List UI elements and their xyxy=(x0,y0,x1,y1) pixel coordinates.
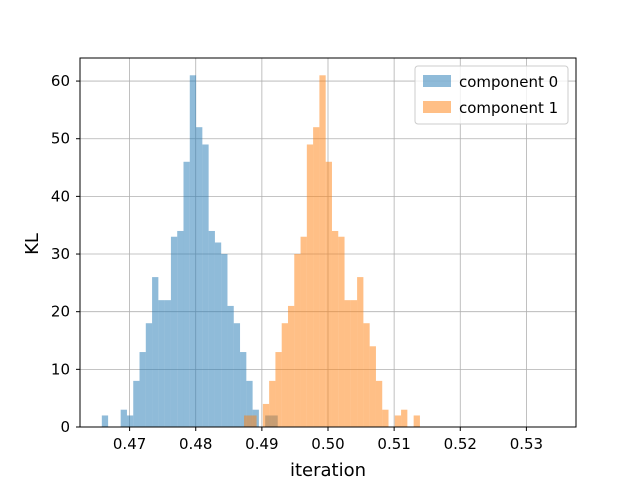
histogram-bar xyxy=(369,346,376,427)
histogram-bar xyxy=(244,415,251,427)
histogram-bar xyxy=(208,230,215,427)
histogram-bar xyxy=(344,300,351,427)
x-tick-label: 0.53 xyxy=(510,435,543,453)
histogram-bar xyxy=(170,236,178,427)
histogram-bar xyxy=(363,323,370,427)
legend-label-1: component 1 xyxy=(459,99,558,117)
histogram-bar xyxy=(413,415,420,427)
histogram-bar xyxy=(177,230,184,427)
x-tick-label: 0.47 xyxy=(113,435,146,453)
histogram-bar xyxy=(394,415,402,427)
histogram-bar xyxy=(145,323,153,427)
y-tick-label: 60 xyxy=(51,72,70,90)
y-tick-label: 20 xyxy=(51,303,70,321)
legend-box xyxy=(414,65,569,125)
y-tick-label: 40 xyxy=(51,187,70,205)
histogram-bar xyxy=(214,242,222,427)
histogram-bar xyxy=(382,409,389,427)
histogram-bar xyxy=(227,305,234,427)
histogram-bar xyxy=(164,300,171,427)
histogram-bar xyxy=(294,254,301,427)
histogram-bar xyxy=(240,352,247,427)
series-1-bars xyxy=(244,75,420,427)
histogram-bar xyxy=(375,380,383,427)
histogram-bar xyxy=(233,323,241,427)
legend-swatch-0 xyxy=(423,75,451,87)
legend: component 0 component 1 xyxy=(414,65,569,125)
histogram-bar xyxy=(101,415,109,427)
histogram-bar xyxy=(196,127,203,427)
y-tick-label: 50 xyxy=(51,130,70,148)
histogram-bar xyxy=(269,380,276,427)
histogram-bar xyxy=(300,236,307,427)
histogram-bar xyxy=(202,144,209,427)
legend-label-0: component 0 xyxy=(459,73,558,91)
histogram-bar xyxy=(350,300,358,427)
series-0-bars xyxy=(101,75,278,427)
y-tick-label: 0 xyxy=(60,418,70,436)
histogram-bar xyxy=(189,75,197,427)
histogram-bar xyxy=(139,352,146,427)
histogram-bar xyxy=(325,161,332,427)
histogram-bar xyxy=(250,415,257,427)
histogram-bar xyxy=(338,236,345,427)
histogram-bar xyxy=(262,403,270,427)
histogram-bar xyxy=(313,127,320,427)
histogram-bar xyxy=(275,352,282,427)
histogram-bar xyxy=(306,144,314,427)
y-tick-label: 30 xyxy=(51,245,70,263)
x-tick-label: 0.50 xyxy=(311,435,344,453)
histogram-bar xyxy=(319,75,326,427)
histogram-bar xyxy=(357,277,364,427)
histogram-bar xyxy=(152,277,159,427)
legend-swatch-1 xyxy=(423,101,451,113)
x-tick-label: 0.51 xyxy=(377,435,410,453)
y-axis-label: KL xyxy=(22,233,43,255)
histogram-bar xyxy=(221,254,228,427)
histogram-bar xyxy=(158,300,165,427)
axes-layer: 0.47 0.48 0.49 0.50 0.51 0.52 0.53 0 10 20 30 40 50 6… xyxy=(51,57,577,453)
histogram-bar xyxy=(120,409,127,427)
bars-layer xyxy=(101,75,420,427)
x-tick-label: 0.48 xyxy=(179,435,212,453)
x-tick-label: 0.49 xyxy=(245,435,278,453)
histogram-bar xyxy=(126,415,134,427)
x-tick-label: 0.52 xyxy=(444,435,477,453)
histogram-bar xyxy=(331,230,339,427)
y-tick-label: 10 xyxy=(51,360,70,378)
histogram-bar xyxy=(133,380,140,427)
histogram-bar xyxy=(246,380,253,427)
histogram-bar xyxy=(281,323,288,427)
x-axis-label: iteration xyxy=(290,460,366,480)
histogram-bar xyxy=(401,409,408,427)
histogram-bar xyxy=(183,161,190,427)
histogram-bar xyxy=(287,305,295,427)
